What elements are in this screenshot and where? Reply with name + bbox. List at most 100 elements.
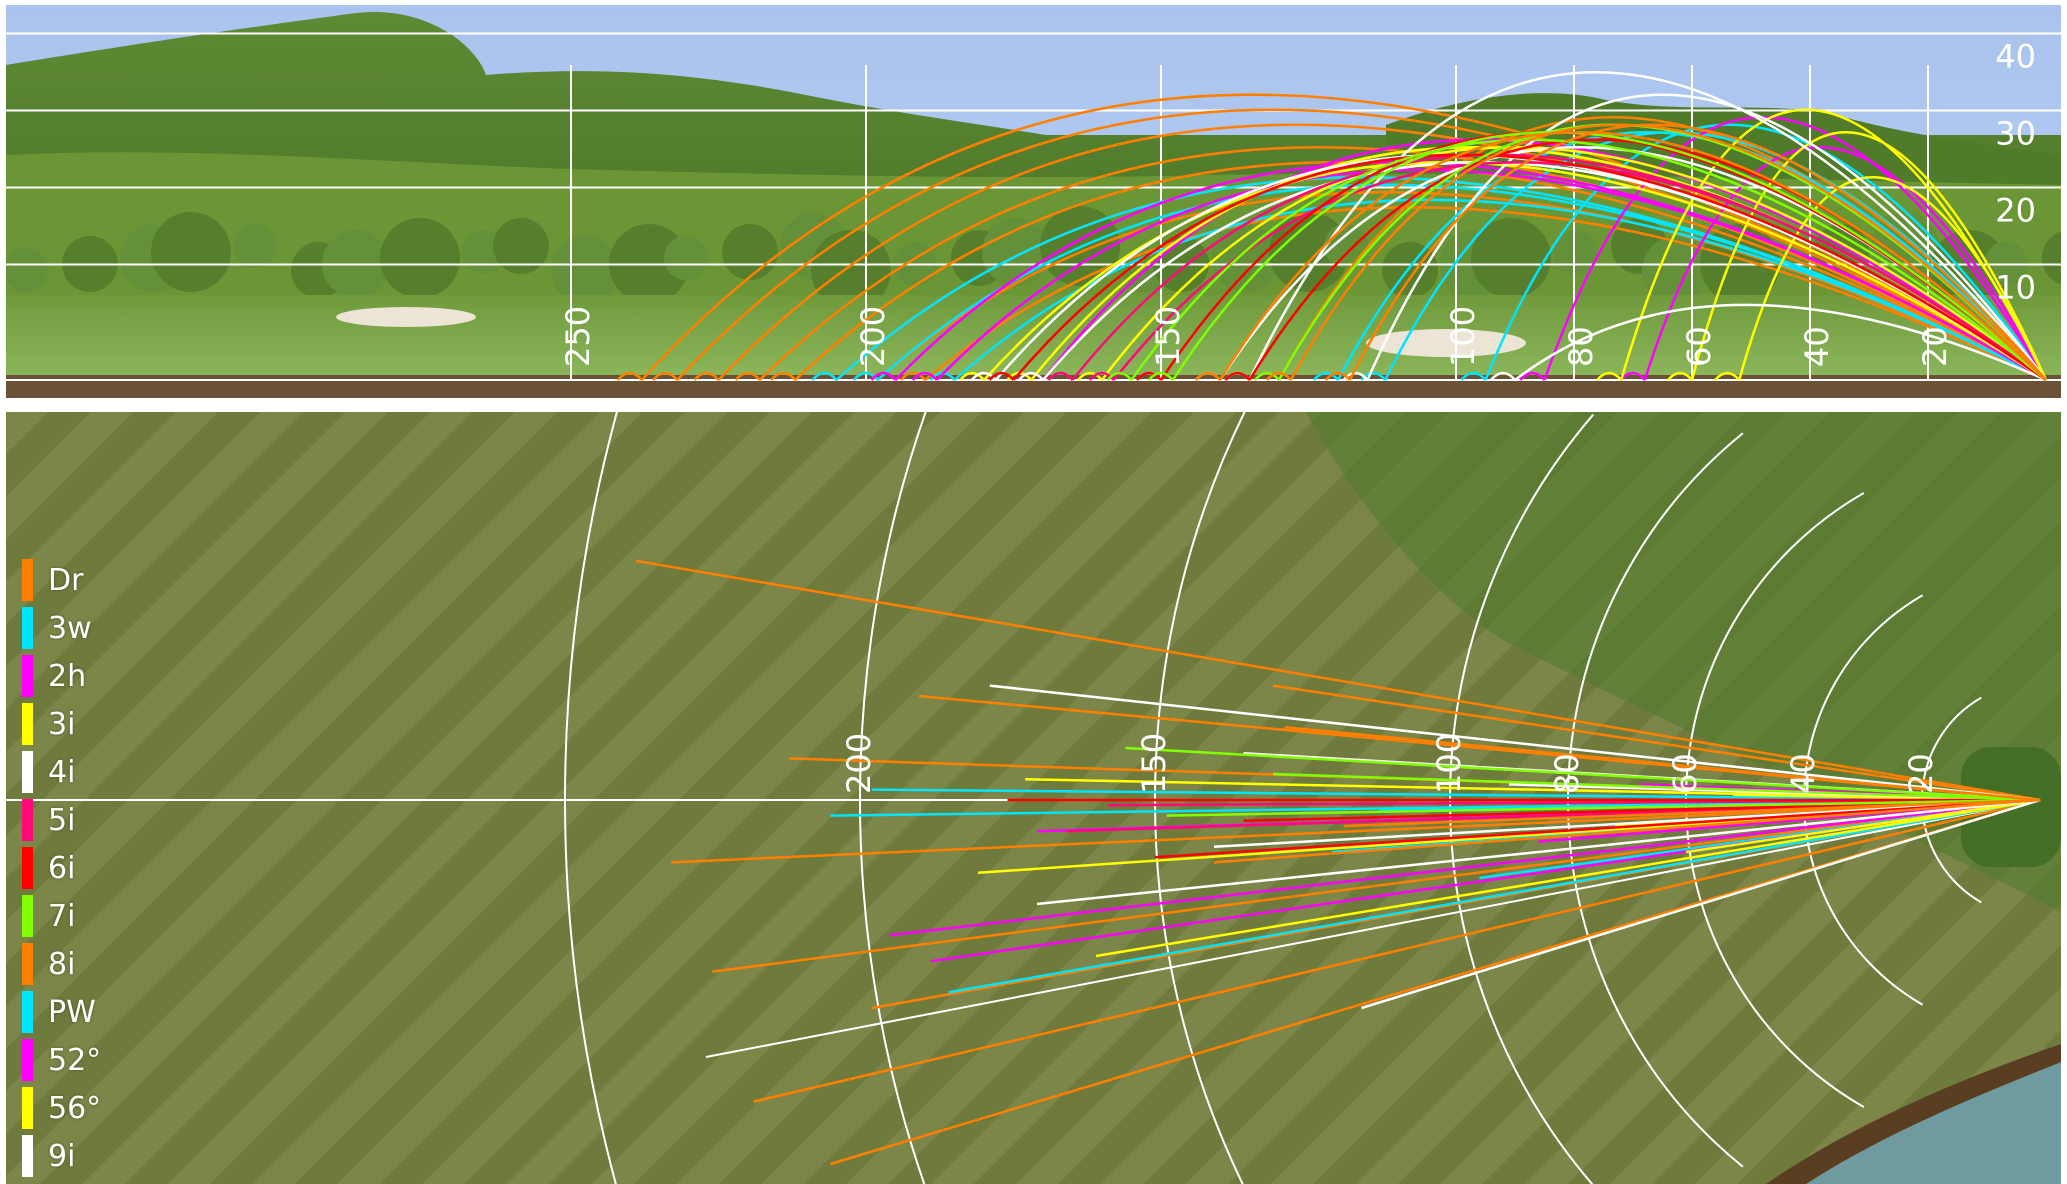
legend-label: 9i bbox=[48, 1138, 76, 1174]
legend-label: 4i bbox=[48, 754, 76, 790]
distance-label: 40 bbox=[1784, 753, 1822, 794]
shot-line bbox=[889, 798, 2041, 937]
legend-swatch bbox=[22, 1039, 33, 1081]
tree bbox=[6, 248, 48, 292]
tree bbox=[664, 236, 708, 280]
legend-label: PW bbox=[48, 994, 96, 1030]
shot-line bbox=[1343, 798, 2041, 828]
side-view-panel: 250 200 150 100 80 60 40 20 40 30 20 10 bbox=[6, 5, 2061, 398]
legend-label: 3i bbox=[48, 706, 76, 742]
shot-trajectory bbox=[935, 168, 2047, 382]
fairway-strip bbox=[6, 295, 2061, 375]
shot-line bbox=[1272, 684, 2041, 802]
shot-bounce bbox=[852, 371, 879, 381]
club-legend: Dr 3w 2h 3i 4i 5i 6i 7i 8i PW 52° 56° 9i bbox=[22, 556, 101, 1180]
shot-bounce bbox=[770, 371, 797, 381]
legend-label: 6i bbox=[48, 850, 76, 886]
shot-trajectory bbox=[1248, 70, 2047, 381]
legend-item: 56° bbox=[22, 1084, 101, 1132]
legend-swatch bbox=[22, 1135, 33, 1177]
treeline bbox=[6, 206, 2061, 310]
distance-label: 250 bbox=[559, 306, 597, 367]
water-hazard bbox=[1806, 1062, 2061, 1184]
shot-bounce bbox=[1265, 371, 1292, 381]
legend-item: Dr bbox=[22, 556, 101, 604]
distance-arc bbox=[859, 412, 927, 1184]
shot-bounce bbox=[1088, 371, 1115, 381]
legend-item: PW bbox=[22, 988, 101, 1036]
height-label: 30 bbox=[1995, 115, 2036, 153]
distance-label: 40 bbox=[1798, 326, 1836, 367]
legend-swatch bbox=[22, 607, 33, 649]
shot-trajectory bbox=[1112, 161, 2047, 382]
shot-bounce bbox=[1047, 371, 1074, 381]
distance-label: 200 bbox=[854, 306, 892, 367]
tree bbox=[233, 224, 277, 268]
shot-bounce bbox=[1490, 371, 1516, 381]
legend-swatch bbox=[22, 799, 33, 841]
distance-arc bbox=[564, 412, 619, 1184]
distance-label: 200 bbox=[840, 733, 878, 794]
legend-swatch bbox=[22, 655, 33, 697]
shot-line bbox=[1036, 798, 2041, 906]
shot-trajectory bbox=[924, 206, 2047, 382]
tree bbox=[1471, 218, 1551, 298]
legend-item: 9i bbox=[22, 1132, 101, 1180]
shot-bounce bbox=[1519, 371, 1546, 381]
shot-bounce bbox=[1667, 371, 1693, 381]
shot-trajectory bbox=[1619, 108, 2048, 381]
shot-trajectory bbox=[1366, 93, 2048, 381]
distance-label: 150 bbox=[1149, 306, 1187, 367]
shot-bounce bbox=[811, 371, 838, 381]
distance-label: 60 bbox=[1680, 326, 1718, 367]
top-view-chart: 200 150 100 80 60 40 20 bbox=[6, 412, 2061, 1184]
legend-swatch bbox=[22, 1087, 33, 1129]
legend-item: 2h bbox=[22, 652, 101, 700]
shot-trajectory bbox=[1218, 131, 2047, 381]
shot-bounce bbox=[959, 371, 985, 381]
legend-swatch bbox=[22, 895, 33, 937]
side-labels: 250 200 150 100 80 60 40 20 40 30 20 10 bbox=[559, 38, 2036, 368]
legend-swatch bbox=[22, 703, 33, 745]
legend-item: 3w bbox=[22, 604, 101, 652]
tree bbox=[2042, 231, 2061, 285]
shot-bounce bbox=[1324, 371, 1351, 381]
legend-item: 6i bbox=[22, 844, 101, 892]
shot-bounce bbox=[734, 371, 761, 381]
legend-label: 8i bbox=[48, 946, 76, 982]
shot-bounce bbox=[1254, 371, 1280, 381]
shot-bounce bbox=[1195, 371, 1221, 381]
legend-swatch bbox=[22, 943, 33, 985]
distance-label: 80 bbox=[1562, 326, 1600, 367]
top-shot-lines bbox=[635, 559, 2041, 1166]
tree bbox=[722, 224, 778, 280]
legend-swatch bbox=[22, 559, 33, 601]
shot-trajectory bbox=[876, 191, 2047, 382]
distance-label: 150 bbox=[1135, 733, 1173, 794]
shot-trajectory bbox=[1690, 131, 2048, 381]
shot-bounce bbox=[1714, 371, 1741, 381]
legend-label: 7i bbox=[48, 898, 76, 934]
distance-label: 60 bbox=[1666, 753, 1704, 794]
legend-item: 5i bbox=[22, 796, 101, 844]
tree bbox=[811, 230, 891, 310]
legend-label: 52° bbox=[48, 1042, 102, 1078]
shot-line bbox=[1685, 798, 2041, 854]
shot-bounce bbox=[870, 371, 897, 381]
shot-line bbox=[1213, 798, 2041, 864]
shot-trajectory bbox=[717, 123, 2047, 382]
shot-line bbox=[1125, 746, 2041, 802]
legend-item: 52° bbox=[22, 1036, 101, 1084]
shot-bounce bbox=[1596, 371, 1623, 381]
legend-swatch bbox=[22, 991, 33, 1033]
water-bank bbox=[1766, 1044, 2061, 1184]
legend-label: 3w bbox=[48, 610, 92, 646]
side-shot-traces bbox=[616, 70, 2048, 382]
shot-trajectory bbox=[1336, 131, 2047, 381]
shot-bounce bbox=[693, 371, 720, 381]
shot-line bbox=[712, 798, 2041, 973]
shot-bounce bbox=[1360, 371, 1387, 381]
shot-bounce bbox=[900, 371, 926, 381]
legend-label: 2h bbox=[48, 658, 87, 694]
height-label: 10 bbox=[1995, 269, 2036, 307]
